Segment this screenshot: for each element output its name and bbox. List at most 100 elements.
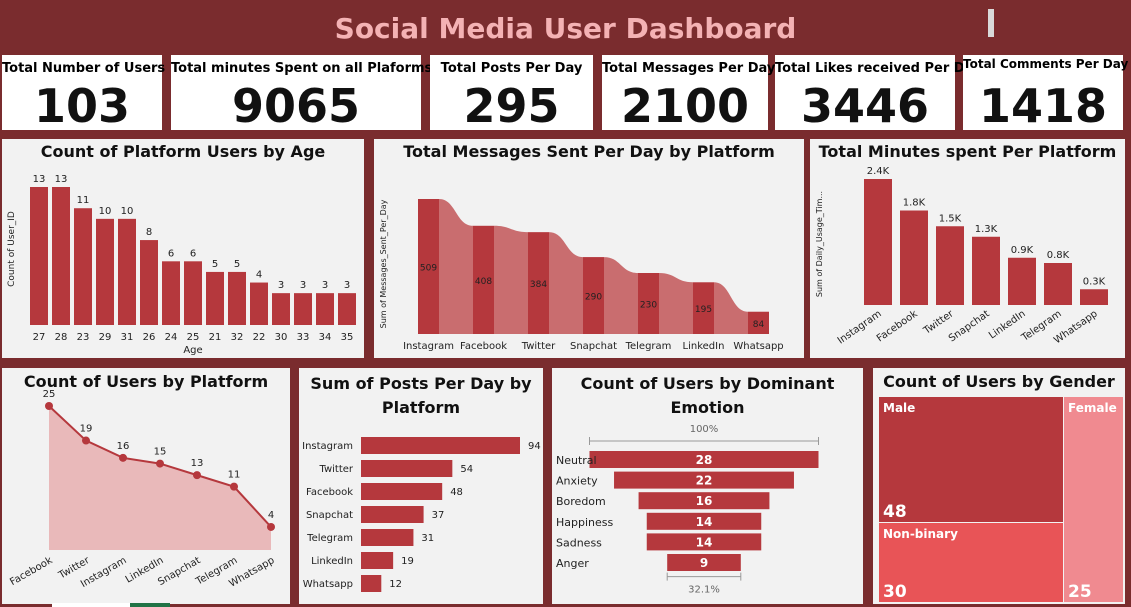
x-tick-label: 25 bbox=[187, 332, 200, 343]
y-axis-label: Sum of Daily_Usage_Tim... bbox=[815, 191, 824, 297]
y-tick-label: Instagram bbox=[302, 441, 353, 452]
kpi-card-messages: Total Messages Per Day 2100 bbox=[602, 55, 775, 133]
data-label: 6 bbox=[190, 248, 196, 259]
data-point bbox=[193, 471, 201, 480]
data-label: 10 bbox=[99, 206, 112, 217]
x-tick-label: Twitter bbox=[521, 341, 556, 352]
x-tick-label: Snapchat bbox=[156, 555, 202, 588]
bar bbox=[162, 261, 180, 325]
data-label: 84 bbox=[753, 320, 765, 330]
bar bbox=[206, 271, 224, 325]
posts-hbar-chart: Instagram 94 Twitter 54 Facebook 48 Snapchat 37… bbox=[302, 437, 541, 592]
users-platform-panel: Count of Users by Platform 25 Facebook 19 T… bbox=[2, 368, 290, 604]
kpi-card-likes: Total Likes received Per Day 3446 bbox=[775, 55, 982, 133]
chart-title: Sum of Posts Per Day by Platform bbox=[310, 374, 532, 417]
bar bbox=[361, 460, 453, 477]
bar bbox=[900, 210, 928, 305]
x-tick-label: 33 bbox=[297, 332, 310, 343]
data-point bbox=[82, 436, 90, 445]
bar bbox=[361, 483, 443, 500]
treemap-value: 30 bbox=[883, 582, 907, 602]
treemap-label: Female bbox=[1068, 401, 1117, 415]
data-label: 8 bbox=[146, 227, 152, 238]
messages-chart-panel: Total Messages Sent Per Day by Platform … bbox=[374, 139, 804, 358]
x-tick-label: LinkedIn bbox=[683, 341, 725, 352]
data-label: 16 bbox=[696, 494, 713, 508]
x-tick-label: 24 bbox=[165, 332, 178, 343]
data-label: 290 bbox=[585, 293, 602, 303]
bar bbox=[338, 293, 356, 325]
ribbon bbox=[494, 225, 528, 334]
funnel-bar bbox=[646, 512, 762, 530]
bar bbox=[864, 179, 892, 305]
y-tick-label: Twitter bbox=[318, 464, 353, 475]
data-label: 408 bbox=[475, 277, 492, 287]
chart-title: Count of Platform Users by Age bbox=[40, 142, 326, 161]
kpi-card-comments: Total Comments Per Day 1418 bbox=[963, 55, 1128, 133]
age-bar-chart: 1327132811231029103182662462552153242233… bbox=[7, 174, 356, 356]
emotion-funnel-chart: 100% 28 Neutral 22 Anxiety 16 Boredom 14 Happine… bbox=[556, 424, 819, 596]
x-tick-label: 26 bbox=[143, 332, 156, 343]
sheet-tab[interactable] bbox=[52, 603, 130, 607]
data-label: 2.4K bbox=[867, 166, 890, 177]
bar bbox=[638, 272, 659, 334]
x-tick-label: 34 bbox=[319, 332, 332, 343]
minutes-chart-panel: Total Minutes spent Per Platform 2.4K Ins… bbox=[810, 139, 1125, 358]
x-tick-label: Facebook bbox=[875, 308, 920, 344]
data-label: 48 bbox=[450, 487, 463, 498]
x-tick-label: Snapchat bbox=[947, 308, 992, 344]
y-tick-label: Snapchat bbox=[306, 510, 353, 521]
data-label: 230 bbox=[640, 300, 657, 310]
kpi-value: 9065 bbox=[231, 79, 361, 133]
bar bbox=[361, 529, 414, 546]
funnel-bar bbox=[589, 451, 819, 468]
bar bbox=[250, 282, 268, 325]
kpi-label: Total minutes Spent on all Plaforms bbox=[171, 61, 433, 76]
y-tick-label: Whatsapp bbox=[303, 579, 353, 590]
data-label: 10 bbox=[121, 206, 134, 217]
data-label: 11 bbox=[228, 470, 241, 481]
funnel-top-pct: 100% bbox=[690, 424, 719, 435]
bar bbox=[316, 293, 334, 325]
sheet-tab-active[interactable] bbox=[130, 603, 170, 607]
bar bbox=[693, 282, 714, 334]
data-label: 0.3K bbox=[1083, 276, 1106, 287]
bar bbox=[1044, 263, 1072, 305]
ribbon bbox=[549, 232, 583, 334]
data-point bbox=[267, 522, 275, 531]
data-label: 6 bbox=[168, 248, 174, 259]
bar bbox=[118, 218, 136, 325]
messages-ribbon-chart: 509 Instagram 408 Facebook 384 Twitter 290 Snap… bbox=[379, 199, 784, 352]
data-label: 384 bbox=[530, 280, 547, 290]
chart-title: Count of Users by Platform bbox=[23, 372, 269, 391]
data-point bbox=[230, 482, 238, 491]
gender-treemap: Male 48 Non-binary 30 Female 25 bbox=[879, 397, 1123, 602]
data-label: 3 bbox=[300, 280, 306, 291]
data-label: 31 bbox=[421, 533, 434, 544]
y-tick-label: Happiness bbox=[556, 516, 614, 529]
data-label: 11 bbox=[77, 195, 90, 206]
data-label: 16 bbox=[117, 441, 130, 452]
x-tick-label: Facebook bbox=[460, 341, 507, 352]
bar bbox=[184, 261, 202, 325]
funnel-bar bbox=[638, 492, 770, 510]
data-label: 4 bbox=[256, 270, 262, 281]
kpi-card-minutes: Total minutes Spent on all Plaforms 9065 bbox=[171, 55, 433, 133]
chart-title: Count of Users by Dominant Emotion bbox=[580, 374, 835, 417]
data-label: 3 bbox=[344, 280, 350, 291]
data-label: 509 bbox=[420, 264, 437, 274]
bar bbox=[96, 218, 114, 325]
bar bbox=[972, 236, 1000, 305]
chart-title: Total Messages Sent Per Day by Platform bbox=[403, 142, 775, 161]
treemap-label: Non-binary bbox=[883, 527, 958, 541]
bar bbox=[52, 187, 70, 325]
data-label: 13 bbox=[33, 174, 46, 185]
data-label: 22 bbox=[696, 474, 713, 488]
emotion-chart-panel: Count of Users by Dominant Emotion 100% 2… bbox=[552, 368, 863, 604]
bar bbox=[418, 199, 439, 334]
treemap-value: 48 bbox=[883, 502, 907, 522]
data-label: 13 bbox=[55, 174, 68, 185]
chart-title: Count of Users by Gender bbox=[883, 372, 1115, 391]
bar bbox=[228, 271, 246, 325]
kpi-label: Total Likes received Per Day bbox=[775, 61, 982, 76]
